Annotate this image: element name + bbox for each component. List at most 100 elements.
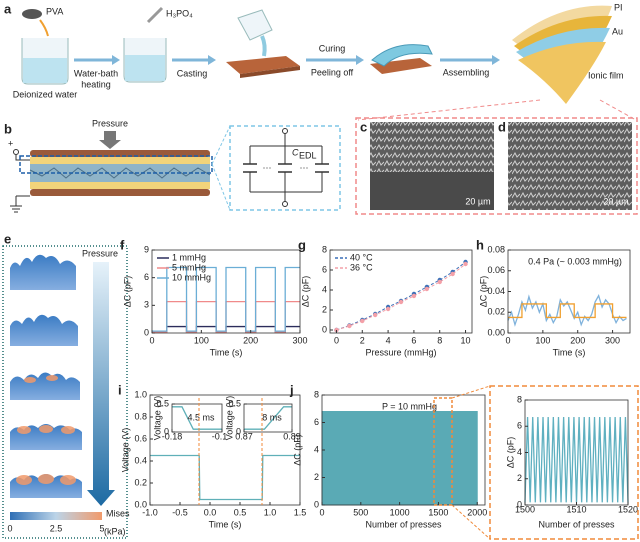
x-tick-label: 0.0 — [204, 507, 217, 517]
au-layer — [30, 157, 210, 164]
y-tick-label: 4 — [322, 284, 327, 294]
circuit-box — [229, 125, 341, 211]
label: Casting — [177, 68, 208, 78]
panel-label: d — [498, 119, 506, 134]
y-tick-label: 4 — [517, 447, 522, 457]
line — [508, 303, 627, 319]
mold — [240, 66, 300, 78]
panel-label: j — [289, 382, 294, 397]
y-tick-label: 0.8 — [134, 411, 147, 421]
x-tick-label: 8 — [437, 335, 442, 345]
scale-label: 20 µm — [603, 196, 628, 206]
y-tick-label: 0.04 — [487, 286, 505, 296]
label: H₃PO₄ — [166, 8, 193, 18]
y-tick-label: 4 — [314, 444, 319, 454]
y-tick-label: 0.00 — [487, 327, 505, 337]
axes-frame — [149, 394, 301, 506]
y-tick-label: 0 — [322, 324, 327, 334]
film — [371, 44, 433, 67]
x-tick-label: 0.87 — [235, 431, 253, 441]
point — [463, 261, 468, 267]
x-tick-label: 10 — [461, 335, 471, 345]
y-tick-label: 0.5 — [156, 398, 169, 408]
legend-label: 5 mmHg — [172, 262, 206, 272]
connector — [211, 125, 231, 211]
y-tick-label: 6 — [144, 272, 149, 282]
y-tick-label: 0.6 — [134, 433, 147, 443]
label: PVA — [46, 6, 63, 16]
axes-frame — [171, 403, 223, 433]
y-tick-label: 2 — [322, 304, 327, 314]
powder — [22, 9, 42, 19]
stress — [16, 375, 76, 485]
y-tick-label: 6 — [517, 421, 522, 431]
axes-frame — [329, 249, 473, 334]
y-tick-label: 0.0 — [134, 499, 147, 509]
y-axis-label: Voltage (V) — [224, 396, 234, 441]
au-layer — [518, 41, 606, 104]
x-tick-label: -0.16 — [212, 431, 233, 441]
legend-label: 1 mmHg — [172, 252, 206, 262]
y-tick-label: 6 — [322, 264, 327, 274]
x-axis-label: Time (s) — [553, 347, 586, 357]
line — [152, 266, 300, 332]
point — [347, 323, 352, 329]
x-axis-label: Time (s) — [210, 347, 243, 357]
legend-label: 10 mmHg — [172, 272, 211, 282]
substrate — [370, 172, 494, 210]
y-axis-label: ΔC (pF) — [478, 276, 488, 308]
point — [450, 271, 455, 277]
x-tick-label: 1000 — [390, 507, 410, 517]
x-tick-label: 0 — [319, 507, 324, 517]
legend-label: 40 °C — [350, 252, 373, 262]
annotation: 8 ms — [262, 412, 282, 422]
x-tick-label: 1520 — [618, 504, 638, 514]
label: Peeling off — [311, 67, 354, 77]
annotation: 0.4 Pa (~ 0.003 mmHg) — [528, 256, 622, 266]
panel-cd: c 20 µm d 20 µm — [355, 117, 638, 215]
x-tick-label: 0.89 — [283, 431, 301, 441]
zoom-frame — [489, 385, 639, 540]
y-tick-label: 0.08 — [487, 244, 505, 254]
x-tick-label: 1500 — [428, 507, 448, 517]
x-tick-label: 100 — [535, 335, 550, 345]
y-tick-label: 8 — [322, 244, 327, 254]
y-tick-label: 0.4 — [134, 455, 147, 465]
point — [385, 306, 391, 312]
shapes — [10, 254, 82, 498]
label: ⋯ — [263, 162, 272, 172]
wire — [249, 133, 323, 202]
label: Assembling — [443, 67, 490, 77]
x-tick-label: 2 — [360, 335, 365, 345]
label: Ionic film — [588, 70, 624, 80]
y-tick-label: 6 — [314, 417, 319, 427]
line — [172, 406, 222, 430]
arrow — [208, 55, 216, 65]
line — [507, 294, 627, 327]
y-tick-label: 2 — [517, 473, 522, 483]
y-tick-label: 0.2 — [134, 477, 147, 487]
y-tick-label: 0.06 — [487, 265, 505, 275]
water — [23, 58, 67, 83]
line — [244, 406, 292, 430]
inset-background — [226, 402, 294, 444]
x-tick-label: 300 — [292, 335, 307, 345]
point — [360, 318, 365, 324]
x-tick-label: 200 — [243, 335, 258, 345]
au-layer — [30, 182, 210, 189]
terminal — [282, 128, 288, 134]
x-tick-label: 1.0 — [264, 507, 277, 517]
x-tick-label: 4 — [386, 335, 391, 345]
box — [355, 117, 638, 215]
arrow — [112, 55, 120, 65]
x-tick-label: 6 — [411, 335, 416, 345]
x-axis-label: Pressure (mmHg) — [365, 347, 436, 357]
x-tick-label: 0 — [149, 335, 154, 345]
line — [150, 454, 300, 501]
x-axis-label: Number of presses — [538, 519, 615, 529]
label: + — [8, 138, 13, 148]
scale-label: 20 µm — [465, 196, 490, 206]
panel-label: c — [360, 119, 367, 134]
y-tick-label: 0 — [164, 426, 169, 436]
